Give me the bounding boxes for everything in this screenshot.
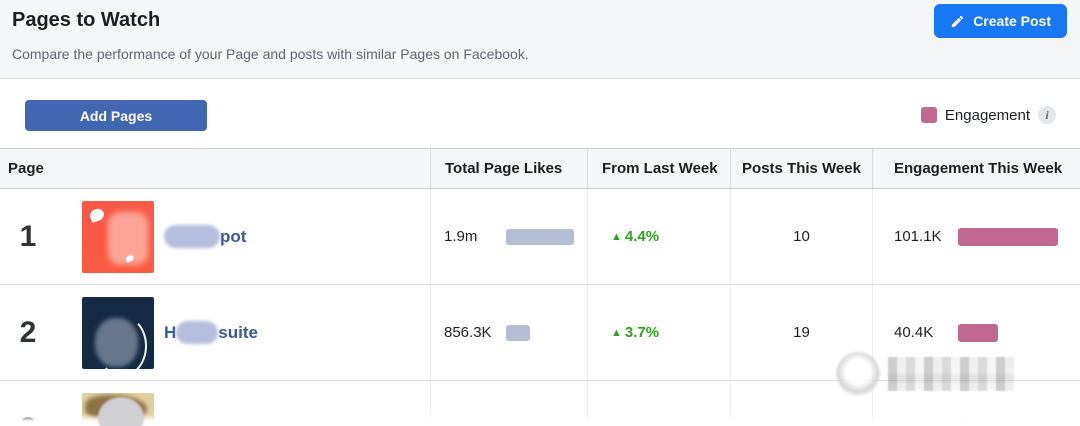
rank-number: 2 <box>19 315 37 349</box>
engagement-bar <box>958 419 965 426</box>
delta-value: 2% <box>614 420 636 426</box>
likes-bar <box>506 324 530 341</box>
panel-header: Pages to Watch Compare the performance o… <box>0 0 1080 79</box>
delta-cell: 2% <box>587 381 730 426</box>
watermark-logo-blur <box>836 352 880 396</box>
delta-value: 3.7% <box>624 324 660 341</box>
page-avatar[interactable] <box>82 200 154 273</box>
toolbar: Add Pages Engagement i <box>0 79 1080 148</box>
delta-cell: ▲ 4.4% <box>587 189 730 284</box>
total-page-likes-value: 856.3K <box>444 324 492 341</box>
engagement-value: 101.1K <box>894 228 942 245</box>
engagement-bar <box>958 323 998 342</box>
posts-this-week-value: 19 <box>793 324 810 341</box>
column-header-page: Page <box>8 160 44 177</box>
censor-pill <box>164 225 220 248</box>
engagement-bar <box>958 227 1058 246</box>
column-header-posts-this-week: Posts This Week <box>730 149 872 188</box>
total-page-likes-value: 552.7K <box>444 420 492 426</box>
page-name-prefix: H <box>164 322 177 342</box>
delta-up-arrow-icon: ▲ <box>611 326 622 339</box>
page-name-suffix: suite <box>218 322 258 342</box>
page-name-prefix: Social Media Examiner <box>164 419 348 426</box>
engagement-swatch <box>920 107 937 123</box>
page-avatar[interactable] <box>82 296 154 369</box>
delta-cell: ▲ 3.7% <box>587 285 730 380</box>
table-header-row: Page Total Page Likes From Last Week Pos… <box>0 148 1080 189</box>
info-icon[interactable]: i <box>1038 106 1056 124</box>
column-header-engagement-this-week: Engagement This Week <box>872 149 1080 188</box>
posts-this-week-value: 10 <box>793 228 810 245</box>
engagement-legend-label: Engagement <box>944 106 1030 124</box>
create-post-label: Create Post <box>973 13 1051 29</box>
engagement-legend: Engagement i <box>920 106 1056 124</box>
page-subtitle: Compare the performance of your Page and… <box>12 46 529 62</box>
delta-up-arrow-icon: ▲ <box>611 230 622 243</box>
pencil-icon <box>950 14 965 29</box>
create-post-button[interactable]: Create Post <box>934 4 1067 38</box>
rank-number: 3 <box>0 412 56 426</box>
column-header-from-last-week: From Last Week <box>587 149 730 188</box>
add-pages-button[interactable]: Add Pages <box>25 100 207 131</box>
total-page-likes-value: 1.9m <box>444 228 478 245</box>
page-name-link[interactable]: Social Media Examiner <box>164 419 348 426</box>
censor-pill <box>176 321 219 344</box>
engagement-value: 5.8K <box>894 420 925 426</box>
likes-bar <box>506 420 526 426</box>
likes-bar <box>506 228 574 245</box>
page-name-link[interactable]: pot <box>164 225 246 248</box>
table-row: 1 pot 1.9m ▲ 4.4% 10 101.1K <box>0 189 1080 285</box>
censored-watermark <box>836 352 1014 396</box>
engagement-value: 40.4K <box>894 324 934 341</box>
page-name-suffix: pot <box>220 226 247 246</box>
rank-number: 1 <box>19 219 37 253</box>
column-header-total-page-likes: Total Page Likes <box>430 149 587 188</box>
page-title: Pages to Watch <box>12 9 161 31</box>
watermark-text-mosaic <box>888 357 1014 391</box>
delta-value: 4.4% <box>624 228 660 245</box>
posts-this-week-value: 7 <box>797 420 805 426</box>
